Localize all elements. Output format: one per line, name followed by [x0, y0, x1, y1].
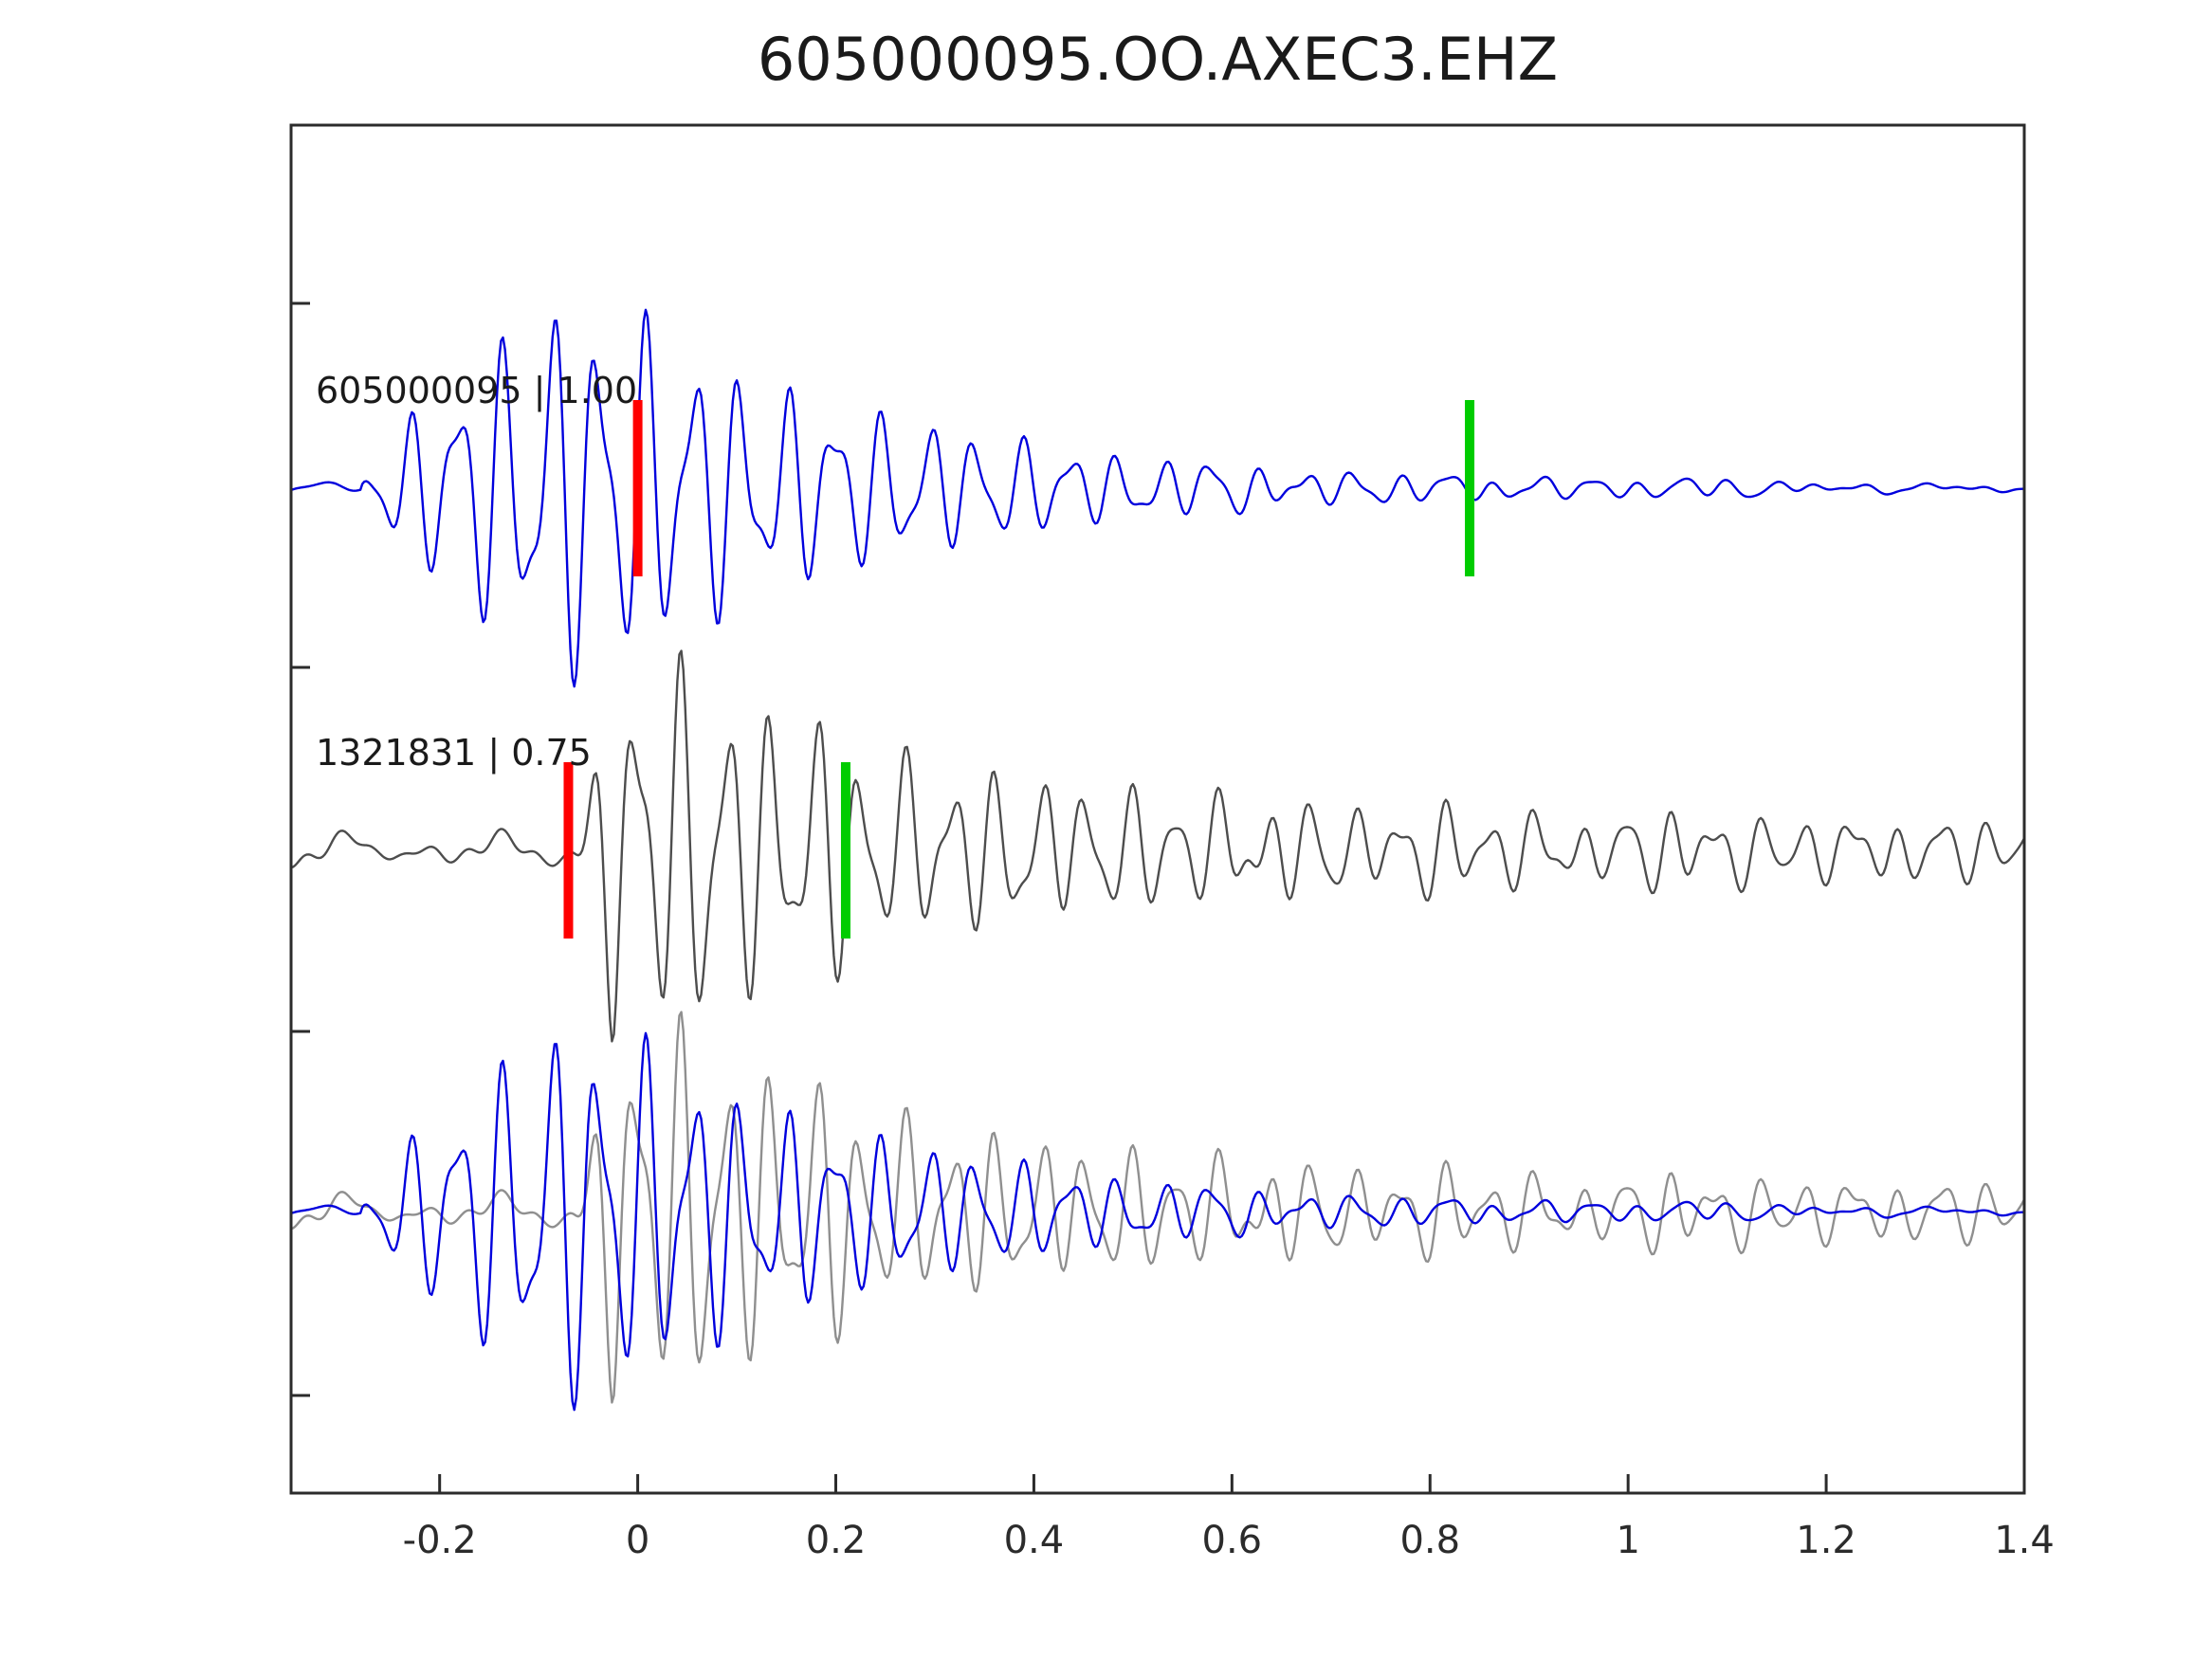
waveform-traces: [291, 308, 2024, 1412]
x-tick-label: -0.2: [403, 1519, 477, 1562]
x-tick-label: 0: [626, 1519, 649, 1562]
trace-label-candidate: 1321831 | 0.75: [316, 732, 592, 775]
x-tick-label: 1.4: [1994, 1519, 2055, 1562]
x-tick-label: 0.2: [806, 1519, 867, 1562]
axis-tick-labels: -0.2 0 0.2 0.4 0.6 0.8 1 1.2 1.4: [403, 1519, 2055, 1562]
x-tick-label: 0.4: [1004, 1519, 1065, 1562]
waveform-candidate_overlay: [291, 1011, 2024, 1404]
waveform-template: [291, 308, 2024, 688]
x-tick-label: 0.6: [1202, 1519, 1263, 1562]
figure-title: 605000095.OO.AXEC3.EHZ: [758, 25, 1558, 94]
axes-box: [289, 123, 2026, 1495]
axis-ticks: [291, 301, 2026, 1493]
x-tick-label: 0.8: [1399, 1519, 1460, 1562]
x-tick-label: 1: [1616, 1519, 1639, 1562]
x-tick-label: 1.2: [1796, 1519, 1856, 1562]
waveform-candidate: [291, 649, 2024, 1043]
trace-label-template: 605000095 | 1.00: [316, 370, 637, 412]
pick-markers: [563, 400, 1475, 939]
waveform-template: [291, 1031, 2024, 1412]
